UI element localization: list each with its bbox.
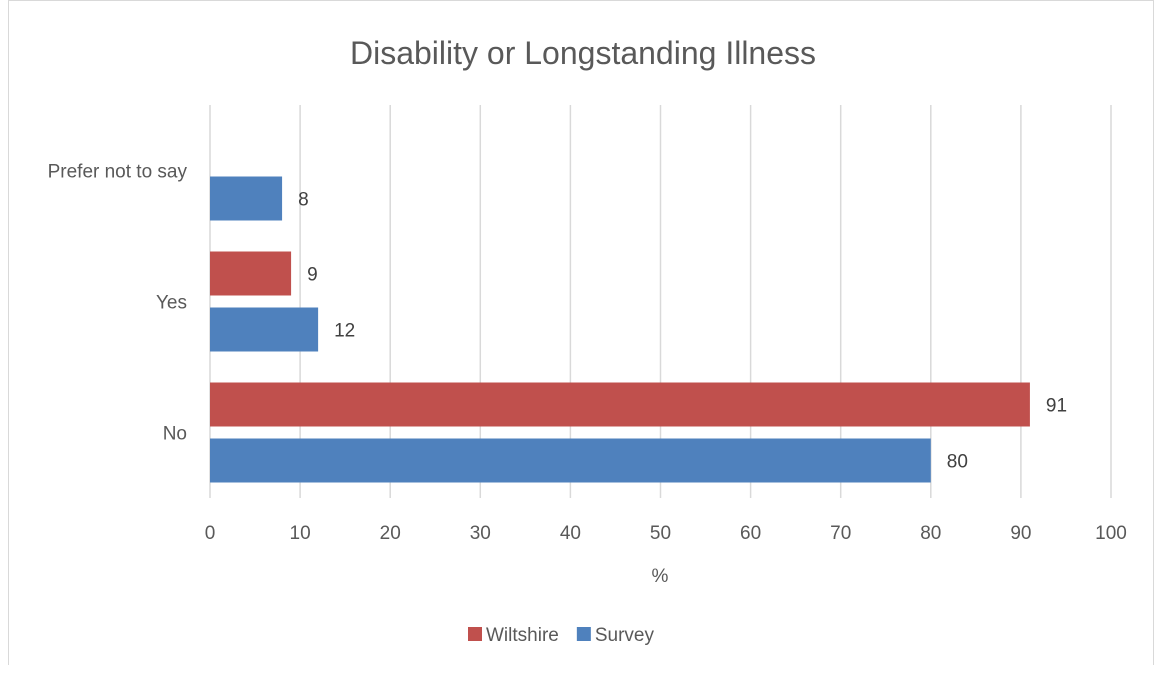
x-tick-label: 100 [1095, 523, 1127, 544]
legend-label-wiltshire: Wiltshire [486, 625, 559, 646]
bar-survey-no [210, 438, 931, 483]
bars [210, 176, 1030, 483]
data-label: 12 [334, 321, 355, 342]
data-label: 91 [1046, 396, 1067, 417]
legend-label-survey: Survey [595, 625, 655, 646]
x-axis-title: % [652, 566, 669, 587]
category-label: No [163, 424, 187, 445]
x-tick-label: 70 [830, 523, 851, 544]
data-labels: 91 80 9 12 8 [298, 190, 1067, 473]
bar-wiltshire-yes [210, 251, 292, 296]
x-tick-label: 80 [920, 523, 941, 544]
x-tick-label: 40 [560, 523, 581, 544]
chart-frame [8, 0, 1154, 665]
bar-survey-prefer-not-to-say [210, 176, 283, 221]
category-label: Prefer not to say [48, 162, 188, 183]
data-label: 8 [298, 190, 309, 211]
x-tick-label: 20 [380, 523, 401, 544]
bar-wiltshire-no [210, 382, 1030, 427]
data-label: 80 [947, 452, 968, 473]
legend: Wiltshire Survey [468, 625, 654, 646]
x-tick-labels: 0 10 20 30 40 50 60 70 80 90 100 [205, 523, 1127, 544]
data-label: 9 [307, 265, 318, 286]
chart-title: Disability or Longstanding Illness [350, 35, 816, 71]
x-tick-label: 10 [290, 523, 311, 544]
bar-survey-yes [210, 307, 319, 352]
x-tick-label: 0 [205, 523, 216, 544]
legend-swatch-wiltshire [468, 627, 482, 641]
x-tick-label: 30 [470, 523, 491, 544]
category-label: Yes [156, 293, 187, 314]
legend-swatch-survey [576, 627, 591, 641]
x-tick-label: 90 [1010, 523, 1031, 544]
category-labels: No Yes Prefer not to say [48, 162, 188, 445]
gridlines [209, 105, 1112, 498]
x-tick-label: 60 [740, 523, 761, 544]
x-tick-label: 50 [650, 523, 671, 544]
